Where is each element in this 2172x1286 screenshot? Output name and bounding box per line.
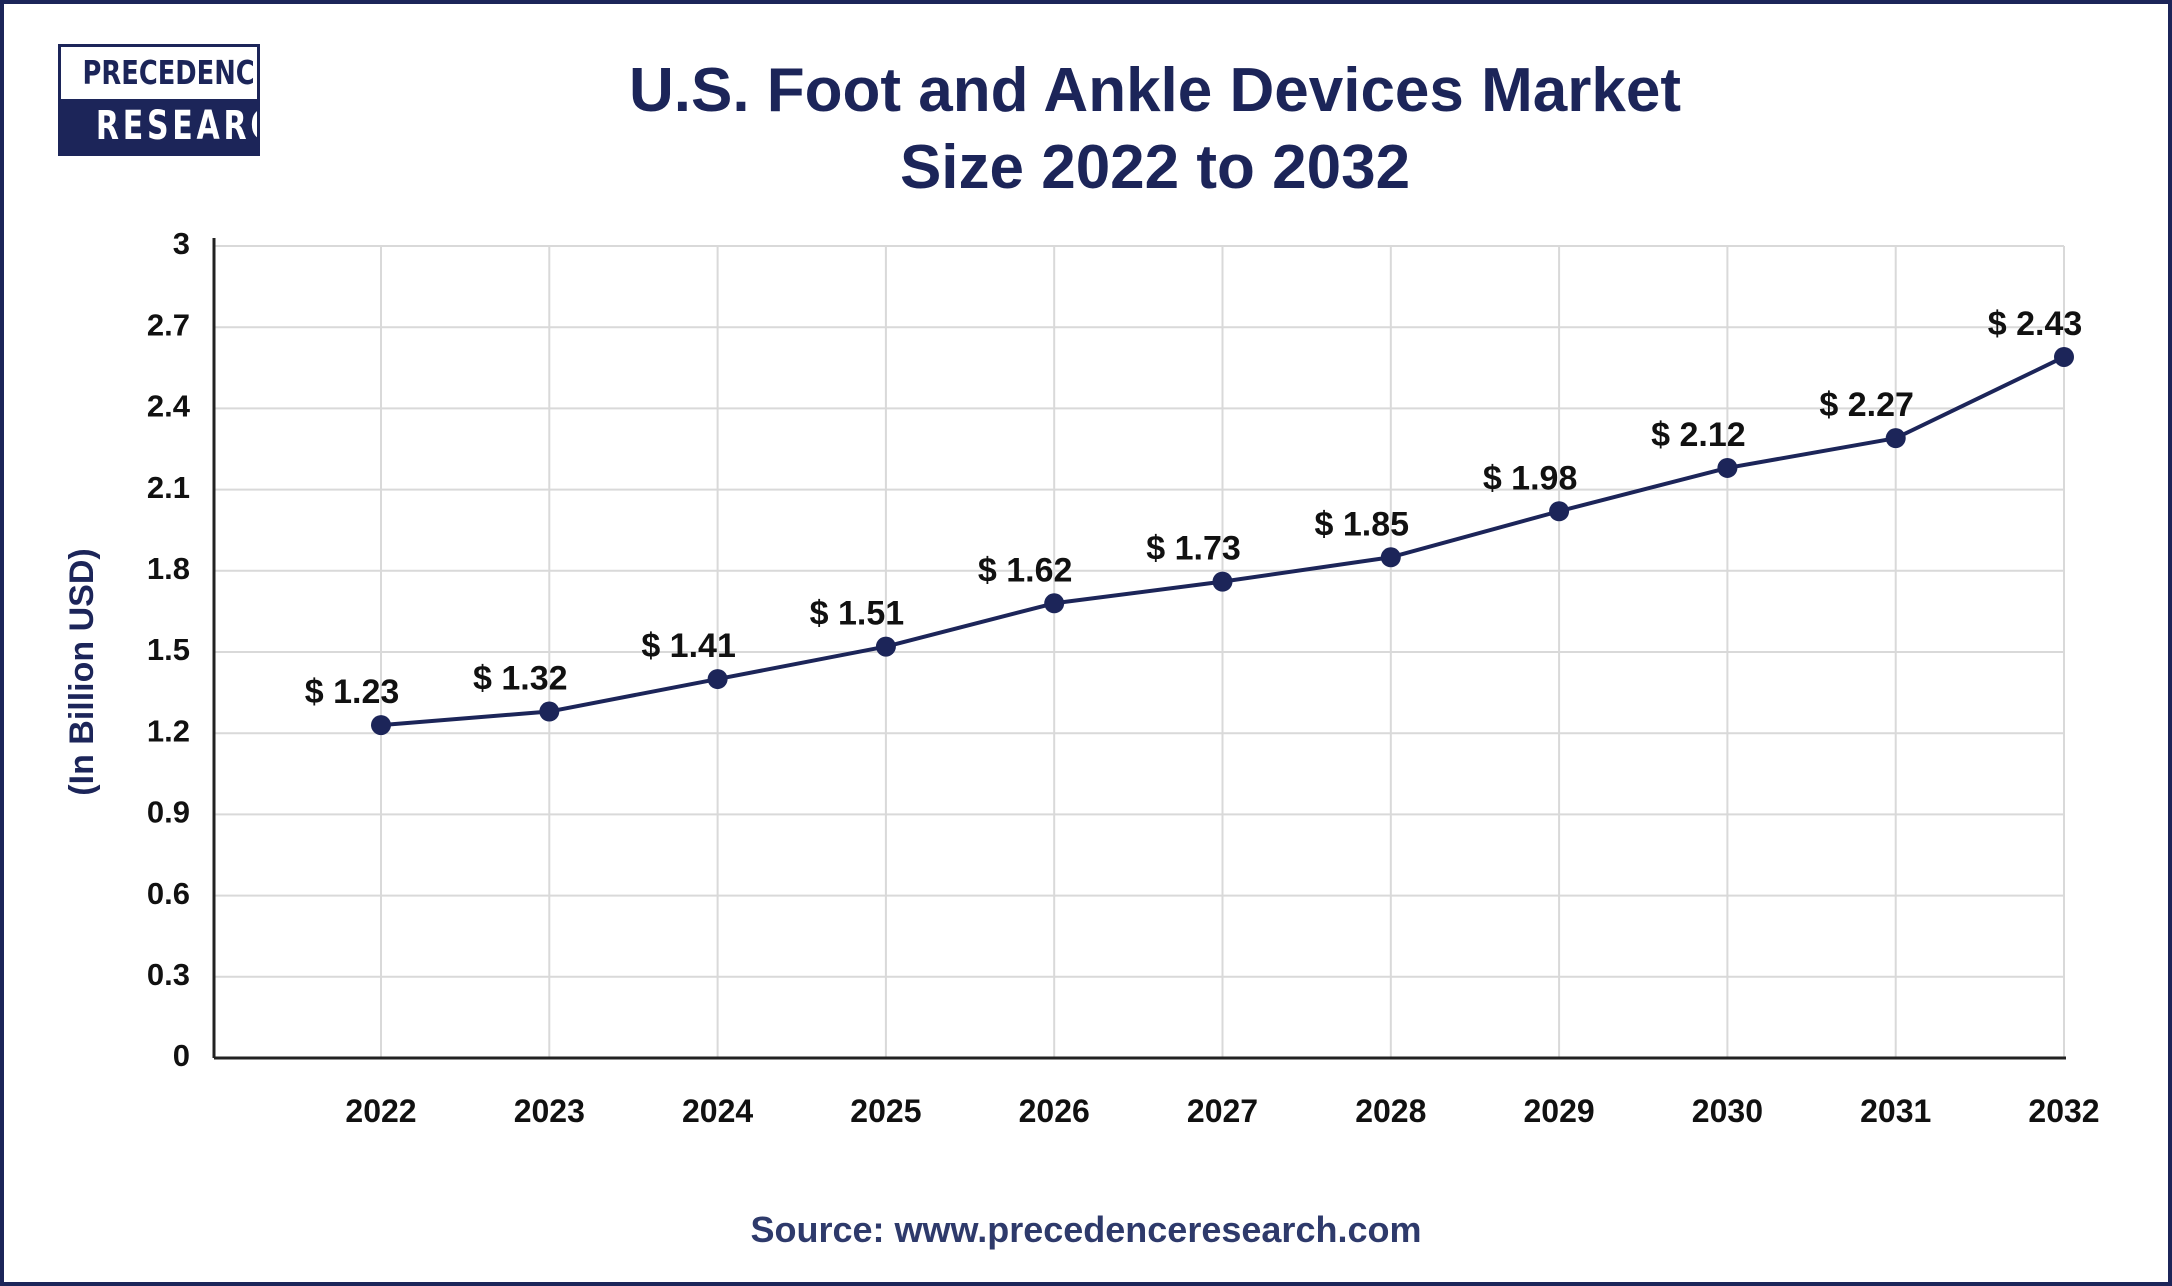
x-tick-label-2030: 2030: [1692, 1093, 1763, 1129]
data-label-2030: $ 2.12: [1651, 416, 1746, 454]
x-tick-label-2031: 2031: [1860, 1093, 1931, 1129]
x-tick-label-2027: 2027: [1187, 1093, 1258, 1129]
data-point-2029: [1549, 501, 1570, 522]
chart-title-line-2: Size 2022 to 2032: [899, 133, 1411, 202]
y-tick-labels: 0 0.3 0.6 0.9 1.2 1.5 1.8 2.1 2.4 2.7 3: [147, 226, 191, 1073]
y-tick-label-1: 0.3: [147, 957, 190, 992]
x-tick-label-2022: 2022: [345, 1093, 416, 1129]
y-tick-label-10: 3: [173, 226, 190, 261]
y-tick-label-4: 1.2: [147, 713, 190, 748]
data-label-2032: $ 2.43: [1988, 305, 2083, 343]
data-label-2025: $ 1.51: [810, 595, 905, 633]
data-label-2023: $ 1.32: [473, 660, 568, 698]
source-note: Source: www.precedenceresearch.com: [750, 1209, 1422, 1250]
y-tick-label-6: 1.8: [147, 551, 190, 586]
data-point-2025: [875, 636, 896, 657]
x-tick-label-2024: 2024: [682, 1093, 753, 1129]
y-tick-label-5: 1.5: [147, 632, 190, 667]
chart-title: U.S. Foot and Ankle Devices Market Size …: [400, 52, 1910, 206]
y-tick-label-3: 0.9: [147, 795, 190, 830]
data-point-2024: [707, 669, 728, 690]
data-labels: $ 1.23 $ 1.32 $ 1.41 $ 1.51 $ 1.62 $ 1.73 $ 1.…: [305, 305, 2083, 711]
data-point-2027: [1212, 571, 1233, 592]
x-tick-label-2023: 2023: [514, 1093, 585, 1129]
x-tick-label-2032: 2032: [2028, 1093, 2099, 1129]
data-label-2029: $ 1.98: [1483, 459, 1578, 497]
x-tick-label-2028: 2028: [1355, 1093, 1426, 1129]
data-label-2026: $ 1.62: [978, 551, 1073, 589]
data-point-2023: [539, 701, 560, 722]
data-label-2022: $ 1.23: [305, 673, 400, 711]
logo-band-research: RESEARCH: [61, 99, 257, 153]
y-tick-label-7: 2.1: [147, 470, 190, 505]
x-tick-label-2025: 2025: [850, 1093, 921, 1129]
x-tick-labels: 2022 2023 2024 2025 2026 2027 2028 2029 2030 2031…: [345, 1093, 2099, 1129]
y-tick-label-2: 0.6: [147, 876, 190, 911]
data-point-2032: [2054, 346, 2074, 367]
y-tick-label-8: 2.4: [147, 389, 191, 424]
y-tick-label-9: 2.7: [147, 307, 190, 342]
data-point-2030: [1717, 457, 1738, 478]
data-label-2024: $ 1.41: [641, 627, 736, 665]
x-tick-label-2026: 2026: [1019, 1093, 1090, 1129]
chart-title-line-1: U.S. Foot and Ankle Devices Market: [628, 56, 1681, 125]
data-point-2028: [1380, 547, 1401, 568]
axis-layer: [212, 238, 2066, 1060]
grid-layer: [214, 245, 2065, 1058]
data-label-2027: $ 1.73: [1146, 530, 1241, 568]
x-tick-label-2029: 2029: [1524, 1093, 1595, 1129]
series-layer: [371, 346, 2074, 736]
data-label-2031: $ 2.27: [1819, 386, 1914, 424]
data-label-2028: $ 1.85: [1315, 505, 1410, 543]
y-tick-label-0: 0: [173, 1038, 190, 1073]
logo-line-precedence: PRECEDENCE: [82, 53, 260, 92]
data-point-2026: [1044, 593, 1065, 614]
data-point-2031: [1885, 428, 1906, 449]
y-axis-label: (In Billion USD): [63, 548, 101, 795]
logo-line-research: RESEARCH: [95, 103, 257, 149]
precedence-research-logo: PRECEDENCE RESEARCH: [58, 44, 260, 156]
data-point-2022: [371, 715, 391, 736]
